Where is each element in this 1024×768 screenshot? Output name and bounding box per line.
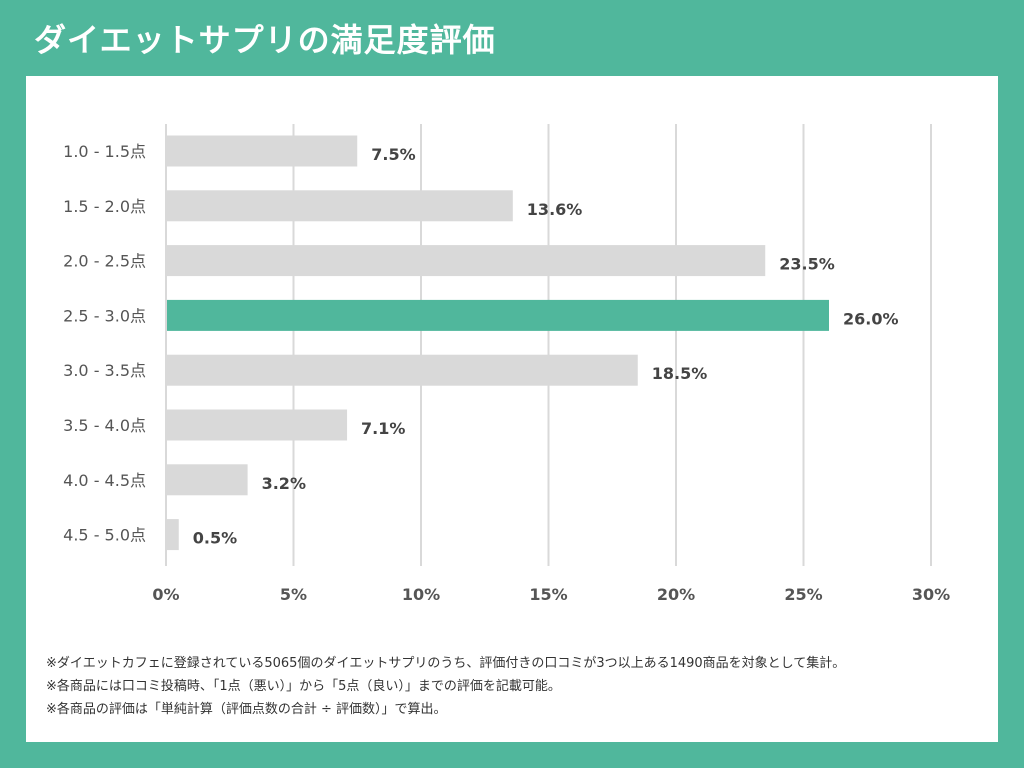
category-label: 4.0 - 4.5点: [63, 471, 146, 490]
chart-title: ダイエットサプリの満足度評価: [34, 21, 496, 59]
bar: [167, 245, 766, 277]
x-tick-label: 20%: [657, 585, 695, 604]
category-label: 2.5 - 3.0点: [63, 306, 146, 325]
data-label: 18.5%: [652, 364, 708, 383]
bar: [167, 354, 638, 386]
data-label: 13.6%: [527, 200, 583, 219]
x-tick-label: 5%: [280, 585, 307, 604]
data-label: 7.1%: [361, 419, 405, 438]
category-label: 3.0 - 3.5点: [63, 361, 146, 380]
category-label: 3.5 - 4.0点: [63, 416, 146, 435]
bar: [167, 190, 513, 222]
category-label: 2.0 - 2.5点: [63, 252, 146, 271]
data-label: 26.0%: [843, 309, 899, 328]
chart-panel: [26, 76, 998, 742]
data-label: 0.5%: [193, 529, 237, 548]
footnote: ※ダイエットカフェに登録されている5065個のダイエットサプリのうち、評価付きの…: [46, 656, 846, 671]
data-label: 3.2%: [262, 474, 306, 493]
x-tick-label: 30%: [912, 585, 950, 604]
bar: [167, 409, 348, 441]
category-label: 4.5 - 5.0点: [63, 526, 146, 545]
x-tick-label: 10%: [402, 585, 440, 604]
data-label: 23.5%: [779, 255, 835, 274]
bar-highlight: [167, 299, 829, 331]
bar: [167, 135, 358, 167]
footnotes: ※ダイエットカフェに登録されている5065個のダイエットサプリのうち、評価付きの…: [46, 652, 845, 721]
data-label: 7.5%: [371, 145, 415, 164]
x-tick-label: 15%: [529, 585, 567, 604]
footnote: ※各商品の評価は「単純計算（評価点数の合計 ÷ 評価数）」で算出。: [46, 702, 447, 717]
category-label: 1.0 - 1.5点: [63, 142, 146, 161]
bar: [167, 519, 179, 551]
x-tick-label: 25%: [784, 585, 822, 604]
x-tick-label: 0%: [152, 585, 179, 604]
footnote: ※各商品には口コミ投稿時、「1点（悪い）」から「5点（良い）」までの評価を記載可…: [46, 679, 561, 694]
category-label: 1.5 - 2.0点: [63, 197, 146, 216]
bar: [167, 464, 248, 496]
